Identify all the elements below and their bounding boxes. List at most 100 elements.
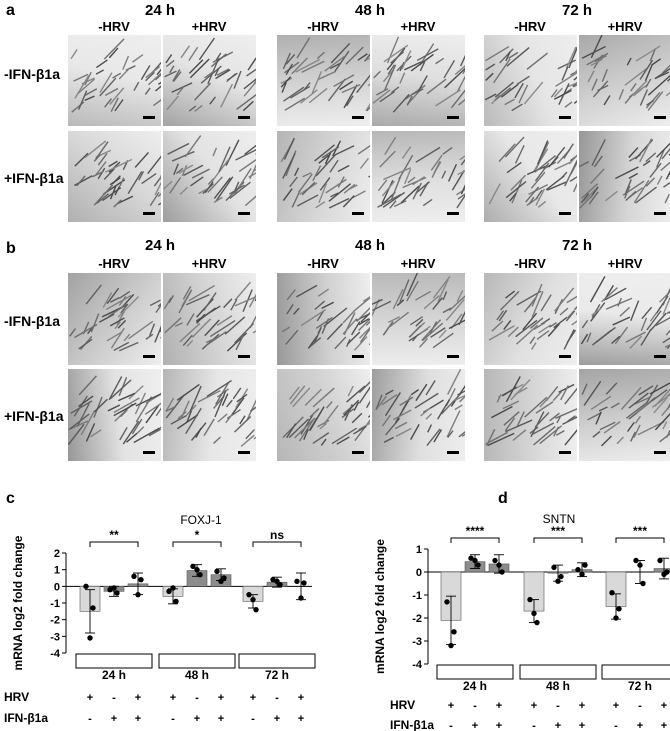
- panel-a-micrograph-r1-c4: [484, 131, 577, 222]
- panel-b-row-minus-ifn: -IFN-β1a: [4, 313, 60, 329]
- panel-a-micrograph-r0-c4: [484, 35, 577, 126]
- point-1-2-0: [575, 567, 581, 573]
- sig-bracket-1: [172, 541, 222, 547]
- panel-a-cond-24-minus: -HRV: [98, 19, 130, 34]
- ifn-sign-2-2: +: [298, 713, 304, 725]
- hrv-row-label: HRV: [4, 690, 29, 704]
- panel-b-micrograph-r0-c2: [277, 273, 370, 365]
- ifn-sign-0-1: +: [111, 713, 117, 725]
- group-box-2: [601, 664, 670, 680]
- panel-b-micrograph-r0-c5: [579, 273, 670, 365]
- group-box-1: [519, 664, 597, 680]
- point-2-2-1: [301, 580, 307, 586]
- point-0-0-2: [448, 642, 454, 649]
- ifn-sign-2-0: -: [614, 720, 618, 731]
- panel-b-cond-48-minus: -HRV: [307, 256, 339, 271]
- hrv-sign-1-0: +: [170, 692, 176, 704]
- point-1-1-2: [555, 578, 561, 584]
- group-label-0: 24 h: [102, 668, 126, 682]
- panel-a-cond-48-minus: -HRV: [307, 19, 339, 34]
- scale-bar: [447, 451, 459, 454]
- chart-title: FOXJ-1: [180, 513, 222, 527]
- point-1-1-1: [558, 573, 564, 580]
- point-1-0-0: [166, 588, 172, 595]
- panel-a-cond-24-plus: +HRV: [191, 19, 227, 34]
- sig-bracket-1: [533, 537, 583, 543]
- scale-bar: [654, 212, 666, 215]
- ifn-sign-2-1: +: [274, 713, 280, 725]
- scale-bar: [238, 116, 250, 119]
- ifn-row-label: IFN-β1a: [4, 711, 48, 725]
- point-2-0-1: [616, 606, 622, 612]
- point-0-2-2: [135, 591, 141, 598]
- y-tick-label-4: -3: [412, 636, 422, 648]
- panel-b-micrograph-r1-c4: [484, 369, 577, 461]
- panel-a-micrograph-r0-c3: [372, 35, 465, 126]
- scale-bar: [352, 355, 364, 358]
- point-2-0-0: [246, 591, 252, 598]
- panel-a-micrograph-r1-c3: [372, 131, 465, 222]
- panel-b-cond-72-minus: -HRV: [514, 256, 546, 271]
- sig-label-1: ***: [551, 524, 565, 538]
- hrv-sign-1-0: +: [531, 700, 537, 712]
- point-1-1-2: [194, 566, 200, 573]
- group-box-0: [75, 653, 153, 669]
- y-tick-label-2: -1: [412, 590, 422, 602]
- point-1-1-0: [190, 563, 196, 570]
- point-2-2-0: [294, 578, 300, 585]
- ifn-sign-0-2: +: [135, 713, 141, 725]
- point-2-1-2: [637, 562, 643, 568]
- hrv-sign-0-0: +: [448, 700, 454, 712]
- point-0-1-0: [468, 555, 474, 561]
- panel-b-micrograph-r1-c0: [68, 369, 161, 461]
- point-1-0-2: [531, 610, 537, 617]
- scale-bar: [654, 451, 666, 454]
- point-1-2-0: [214, 568, 220, 575]
- scale-bar: [447, 212, 459, 215]
- point-1-2-2: [579, 571, 585, 577]
- sig-label-0: **: [109, 528, 119, 542]
- scale-bar: [143, 451, 155, 454]
- panel-a-row-minus-ifn: -IFN-β1a: [4, 66, 60, 82]
- point-0-1-1: [114, 590, 120, 596]
- panel-a-micrograph-r0-c2: [277, 35, 370, 126]
- panel-a-micrograph-r0-c5: [579, 35, 670, 126]
- point-1-0-0: [527, 596, 533, 603]
- hrv-row-label: HRV: [390, 698, 415, 712]
- group-label-0: 24 h: [463, 679, 487, 693]
- ifn-row-label: IFN-β1a: [390, 718, 434, 731]
- panel-b-micrograph-r1-c1: [163, 369, 256, 461]
- point-2-1-0: [633, 557, 639, 564]
- point-0-0-1: [90, 605, 96, 611]
- panel-b-letter: b: [6, 240, 16, 257]
- scale-bar: [238, 451, 250, 454]
- point-2-2-2: [661, 571, 667, 577]
- ifn-sign-1-0: -: [171, 713, 175, 725]
- y-axis-label: mRNA log2 fold change: [373, 539, 387, 674]
- scale-bar: [143, 355, 155, 358]
- point-0-0-0: [83, 583, 89, 590]
- y-tick-label-5: -4: [412, 659, 423, 671]
- point-1-2-1: [582, 562, 588, 568]
- y-tick-label-2: 0: [54, 581, 60, 593]
- chart-title: SNTN: [543, 512, 576, 526]
- point-0-0-1: [451, 629, 457, 635]
- panel-b-micrograph-r0-c3: [372, 273, 465, 365]
- point-0-2-0: [492, 557, 498, 564]
- y-tick-label-3: -2: [412, 613, 422, 625]
- sig-label-0: ****: [466, 524, 485, 538]
- panel-a-micrograph-r1-c1: [163, 131, 256, 222]
- point-2-0-2: [250, 596, 256, 603]
- scale-bar: [447, 355, 459, 358]
- scale-bar: [447, 116, 459, 119]
- scale-bar: [559, 451, 571, 454]
- panel-a-micrograph-r0-c0: [68, 35, 161, 126]
- panel-b-cond-48-plus: +HRV: [400, 256, 436, 271]
- panel-a-cond-72-minus: -HRV: [514, 19, 546, 34]
- panel-b-cond-24-plus: +HRV: [191, 256, 227, 271]
- point-2-1-1: [640, 580, 646, 587]
- point-0-1-1: [475, 562, 481, 568]
- scale-bar: [559, 212, 571, 215]
- ifn-sign-1-2: +: [579, 720, 585, 731]
- group-label-2: 72 h: [265, 668, 289, 682]
